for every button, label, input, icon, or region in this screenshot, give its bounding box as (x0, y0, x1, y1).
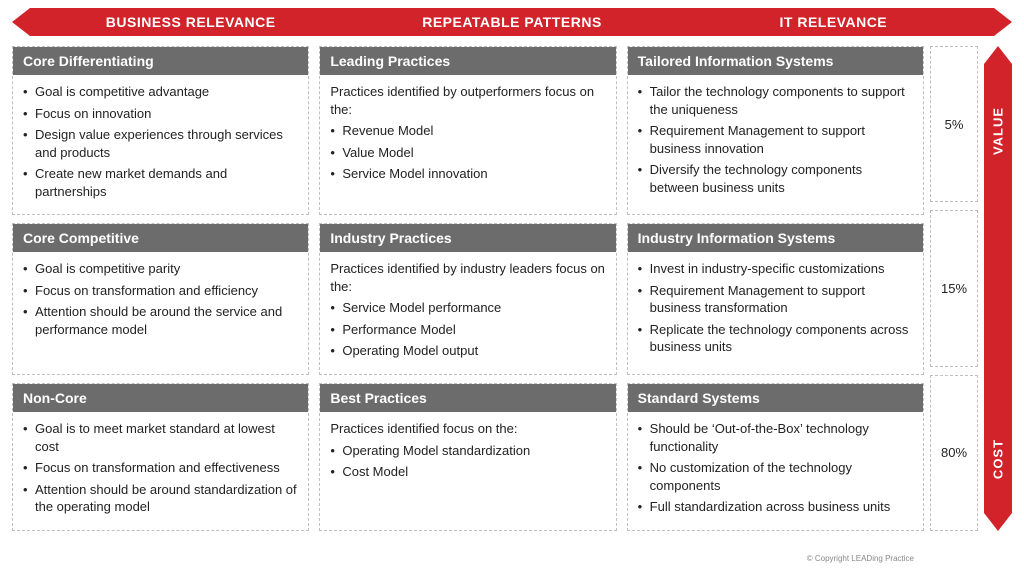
percent-column: 5% 15% 80% (930, 46, 978, 531)
copyright-label: © Copyright LEADing Practice (807, 554, 914, 563)
card-title: Tailored Information Systems (628, 47, 923, 75)
card-title: Core Differentiating (13, 47, 308, 75)
top-banner-cell-business: BUSINESS RELEVANCE (30, 8, 351, 36)
bullet: Operating Model output (330, 342, 605, 360)
arrow-right-icon (994, 8, 1012, 36)
card-body: Practices identified focus on the: Opera… (320, 412, 615, 530)
percent-cell-15: 15% (930, 210, 978, 366)
card-core-differentiating: Core Differentiating Goal is competitive… (12, 46, 309, 215)
bullet: No customization of the technology compo… (638, 459, 913, 494)
card-body: Goal is competitive advantage Focus on i… (13, 75, 308, 214)
side-label-cost: COST (991, 439, 1006, 479)
bullet: Revenue Model (330, 122, 605, 140)
card-body: Goal is to meet market standard at lowes… (13, 412, 308, 530)
bullet: Cost Model (330, 463, 605, 481)
bullet: Attention should be around the service a… (23, 303, 298, 338)
side-banner-body: VALUE COST (984, 64, 1012, 513)
card-title: Industry Information Systems (628, 224, 923, 252)
card-industry-systems: Industry Information Systems Invest in i… (627, 223, 924, 375)
card-title: Leading Practices (320, 47, 615, 75)
percent-cell-5: 5% (930, 46, 978, 202)
card-body: Invest in industry-specific customizatio… (628, 252, 923, 374)
row-3: Non-Core Goal is to meet market standard… (12, 383, 924, 531)
card-lead: Practices identified focus on the: (330, 420, 605, 438)
main-area: Core Differentiating Goal is competitive… (12, 46, 1012, 531)
arrow-left-icon (12, 8, 30, 36)
bullet: Invest in industry-specific customizatio… (638, 260, 913, 278)
bullet: Service Model performance (330, 299, 605, 317)
card-core-competitive: Core Competitive Goal is competitive par… (12, 223, 309, 375)
bullet: Tailor the technology components to supp… (638, 83, 913, 118)
bullet: Diversify the technology components betw… (638, 161, 913, 196)
card-lead: Practices identified by outperformers fo… (330, 83, 605, 118)
card-body: Practices identified by outperformers fo… (320, 75, 615, 214)
bullet: Replicate the technology components acro… (638, 321, 913, 356)
top-banner-cell-patterns: REPEATABLE PATTERNS (351, 8, 672, 36)
card-lead: Practices identified by industry leaders… (330, 260, 605, 295)
card-non-core: Non-Core Goal is to meet market standard… (12, 383, 309, 531)
side-banner: VALUE COST (984, 46, 1012, 531)
bullet: Requirement Management to support busine… (638, 282, 913, 317)
bullet: Full standardization across business uni… (638, 498, 913, 516)
bullet: Requirement Management to support busine… (638, 122, 913, 157)
bullet: Should be ‘Out-of-the-Box’ technology fu… (638, 420, 913, 455)
card-body: Tailor the technology components to supp… (628, 75, 923, 214)
top-banner-body: BUSINESS RELEVANCE REPEATABLE PATTERNS I… (30, 8, 994, 36)
bullet: Operating Model standardization (330, 442, 605, 460)
card-tailored-systems: Tailored Information Systems Tailor the … (627, 46, 924, 215)
card-title: Industry Practices (320, 224, 615, 252)
card-title: Non-Core (13, 384, 308, 412)
arrow-up-icon (984, 46, 1012, 64)
card-industry-practices: Industry Practices Practices identified … (319, 223, 616, 375)
card-grid: Core Differentiating Goal is competitive… (12, 46, 924, 531)
bullet: Performance Model (330, 321, 605, 339)
top-banner: BUSINESS RELEVANCE REPEATABLE PATTERNS I… (12, 8, 1012, 36)
card-body: Practices identified by industry leaders… (320, 252, 615, 374)
bullet: Focus on transformation and effectivenes… (23, 459, 298, 477)
bullet: Attention should be around standardizati… (23, 481, 298, 516)
card-body: Goal is competitive parity Focus on tran… (13, 252, 308, 374)
bullet: Goal is competitive parity (23, 260, 298, 278)
card-leading-practices: Leading Practices Practices identified b… (319, 46, 616, 215)
card-body: Should be ‘Out-of-the-Box’ technology fu… (628, 412, 923, 530)
bullet: Focus on transformation and efficiency (23, 282, 298, 300)
arrow-down-icon (984, 513, 1012, 531)
card-title: Best Practices (320, 384, 615, 412)
bullet: Create new market demands and partnershi… (23, 165, 298, 200)
bullet: Service Model innovation (330, 165, 605, 183)
bullet: Goal is competitive advantage (23, 83, 298, 101)
top-banner-cell-it: IT RELEVANCE (673, 8, 994, 36)
bullet: Design value experiences through service… (23, 126, 298, 161)
bullet: Value Model (330, 144, 605, 162)
bullet: Focus on innovation (23, 105, 298, 123)
row-1: Core Differentiating Goal is competitive… (12, 46, 924, 215)
card-title: Standard Systems (628, 384, 923, 412)
bullet: Goal is to meet market standard at lowes… (23, 420, 298, 455)
row-2: Core Competitive Goal is competitive par… (12, 223, 924, 375)
percent-cell-80: 80% (930, 375, 978, 531)
side-label-value: VALUE (991, 107, 1006, 155)
card-best-practices: Best Practices Practices identified focu… (319, 383, 616, 531)
card-title: Core Competitive (13, 224, 308, 252)
card-standard-systems: Standard Systems Should be ‘Out-of-the-B… (627, 383, 924, 531)
